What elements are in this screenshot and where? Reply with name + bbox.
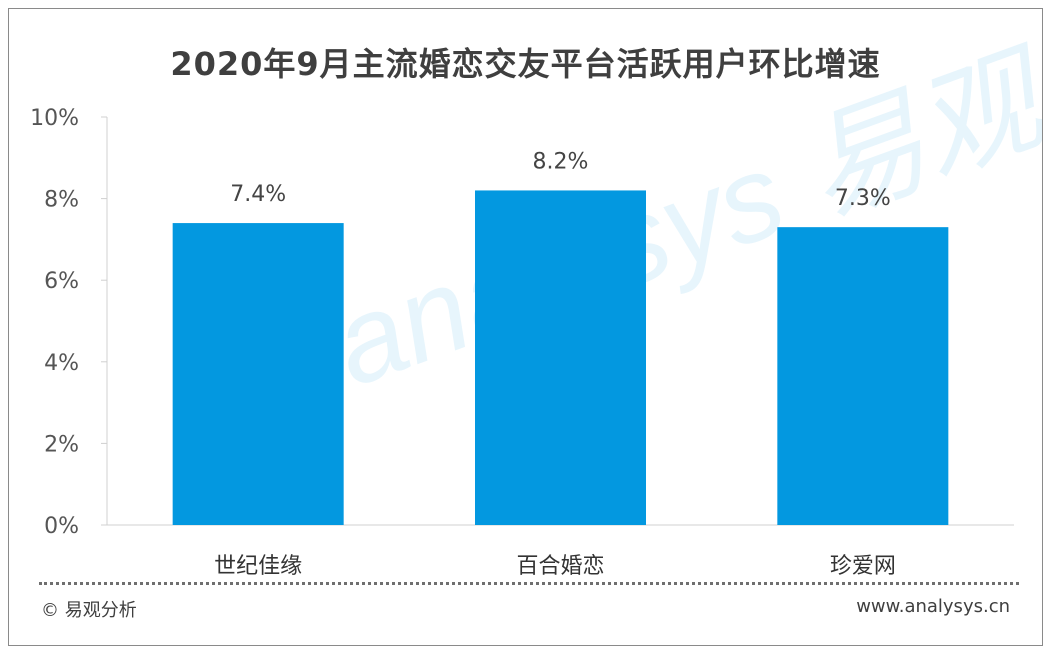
y-tick-label: 0% (44, 514, 79, 539)
bar (475, 190, 646, 525)
x-tick-label: 珍爱网 (830, 554, 896, 579)
y-tick-label: 10% (30, 106, 79, 131)
chart-title: 2020年9月主流婚恋交友平台活跃用户环比增速 (170, 45, 881, 83)
bars (172, 190, 949, 525)
footer-divider (39, 582, 1019, 585)
bar-value-label: 8.2% (533, 149, 589, 174)
bar (172, 223, 344, 525)
footer-source: © 易观分析 (41, 600, 137, 621)
x-tick-labels: 世纪佳缘 百合婚恋 珍爱网 (214, 554, 896, 579)
y-tick-label: 2% (44, 432, 79, 457)
y-tick-label: 4% (44, 351, 79, 376)
y-tick-label: 6% (44, 269, 79, 294)
chart-frame: 2020年9月主流婚恋交友平台活跃用户环比增速 analysys 易观分析 7.… (8, 8, 1043, 646)
x-tick-label: 世纪佳缘 (214, 554, 302, 579)
x-tick-label: 百合婚恋 (516, 554, 604, 579)
bar-value-label: 7.3% (835, 186, 891, 211)
footer-website[interactable]: www.analysys.cn (856, 596, 1010, 617)
y-tick-label: 8% (44, 188, 79, 213)
bar (777, 227, 949, 525)
value-labels: 7.4% 8.2% 7.3% (230, 149, 891, 211)
bar-value-label: 7.4% (230, 182, 286, 207)
y-tick-labels: 0% 2% 4% 6% 8% 10% (30, 106, 79, 539)
